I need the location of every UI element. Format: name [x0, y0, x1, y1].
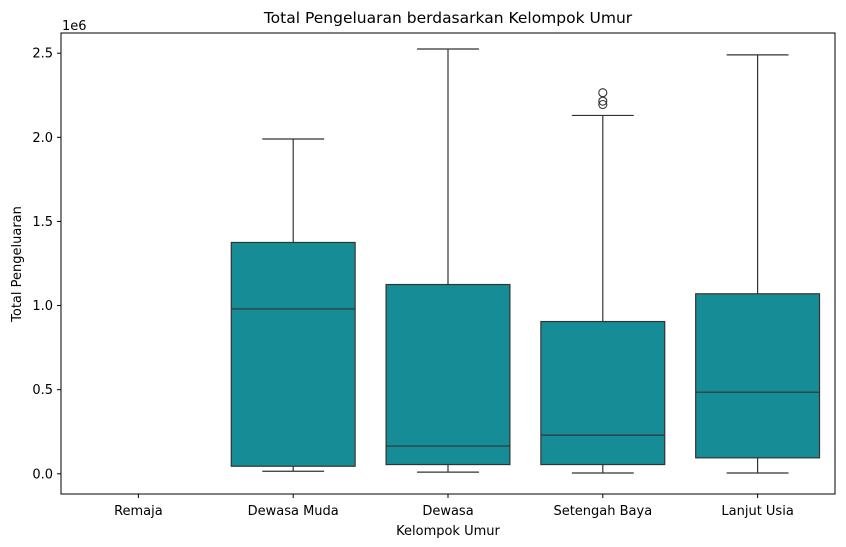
outlier-point — [598, 88, 608, 98]
x-tick-label: Dewasa — [422, 504, 473, 519]
x-tick-label: Remaja — [114, 504, 163, 519]
x-tick-label: Setengah Baya — [553, 504, 652, 519]
y-tick-label: 1.5 — [32, 215, 53, 230]
box-iqr — [540, 320, 666, 466]
y-tick-label: 2.0 — [32, 131, 53, 146]
chart-title: Total Pengeluaran berdasarkan Kelompok U… — [263, 9, 633, 27]
y-tick-label: 0.0 — [32, 467, 53, 482]
outlier-point — [598, 99, 608, 110]
box-iqr — [230, 241, 356, 467]
plot-frame — [60, 32, 836, 495]
plot-area: 0.0 0.5 1.0 1.5 2.0 2.5 Remaja Dewasa Muda Dewas… — [32, 47, 821, 519]
x-axis-title: Kelompok Umur — [396, 524, 500, 539]
x-tick-label: Dewasa Muda — [248, 504, 339, 519]
box-iqr — [695, 293, 821, 459]
y-axis-title: Total Pengeluaran — [10, 206, 25, 323]
y-tick-label: 1.0 — [32, 299, 53, 314]
y-tick-label: 0.5 — [32, 383, 53, 398]
x-tick-label: Lanjut Usia — [721, 504, 793, 519]
y-axis-offset-label: 1e6 — [62, 19, 87, 34]
box-iqr — [385, 283, 511, 466]
y-tick-label: 2.5 — [32, 47, 53, 62]
